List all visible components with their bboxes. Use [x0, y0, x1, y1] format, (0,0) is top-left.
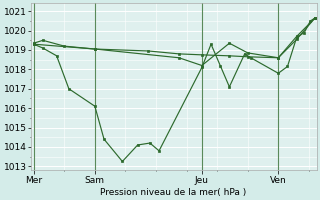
X-axis label: Pression niveau de la mer( hPa ): Pression niveau de la mer( hPa ) [100, 188, 247, 197]
